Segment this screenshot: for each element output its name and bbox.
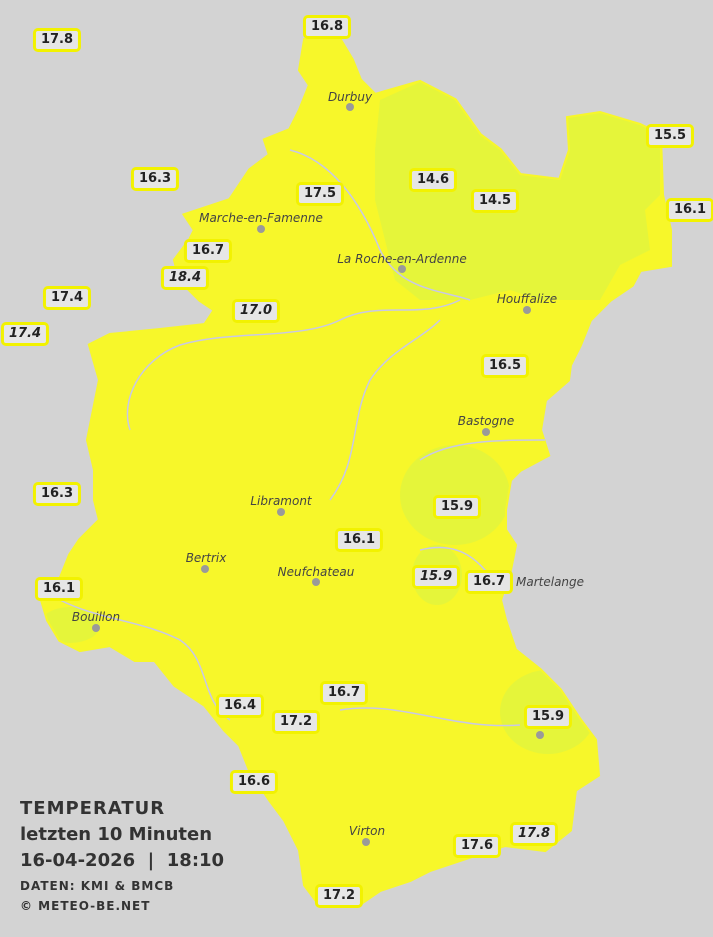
- legend-datetime: 16-04-2026 | 18:10: [20, 850, 225, 871]
- legend-subtitle: letzten 10 Minuten: [20, 824, 213, 845]
- town-label: Neufchateau: [277, 565, 355, 579]
- town-dot-virton: [362, 838, 370, 846]
- town-label: La Roche-en-Ardenne: [337, 252, 467, 266]
- legend-copyright: © METEO-BE.NET: [20, 899, 151, 913]
- station-temp: 18.4: [160, 266, 210, 290]
- town-label: Houffalize: [496, 292, 558, 306]
- station-temp: 16.1: [665, 198, 713, 222]
- station-temp: 15.9: [523, 705, 573, 729]
- town-dot-bouillon: [92, 624, 100, 632]
- town-dot-arlon: [536, 731, 544, 739]
- station-temp: 16.3: [130, 167, 180, 191]
- town-dot-marche: [257, 225, 265, 233]
- station-temp: 16.8: [302, 15, 352, 39]
- station-temp: 14.5: [470, 189, 520, 213]
- town-dot-bastogne: [482, 428, 490, 436]
- town-label: Durbuy: [327, 90, 373, 104]
- legend-title: TEMPERATUR: [20, 798, 166, 819]
- station-temp: 15.5: [645, 124, 695, 148]
- town-dot-la-roche: [398, 265, 406, 273]
- station-temp: 16.5: [480, 354, 530, 378]
- station-temp: 17.6: [452, 834, 502, 858]
- legend-source: DATEN: KMI & BMCB: [20, 879, 175, 893]
- town-dot-neufchateau: [312, 578, 320, 586]
- town-label: Bouillon: [71, 610, 121, 624]
- station-temp: 16.3: [32, 482, 82, 506]
- station-temp: 16.4: [215, 694, 265, 718]
- town-label: Libramont: [250, 494, 312, 508]
- station-temp: 16.7: [464, 570, 514, 594]
- station-temp: 16.1: [334, 528, 384, 552]
- town-dot-bertrix: [201, 565, 209, 573]
- station-temp: 16.7: [319, 681, 369, 705]
- town-label: Marche-en-Famenne: [199, 211, 323, 225]
- town-label: Martelange: [516, 575, 585, 589]
- station-temp: 17.0: [231, 299, 281, 323]
- station-temp: 15.9: [411, 565, 461, 589]
- rivers: [59, 149, 546, 727]
- station-temp: 16.1: [34, 577, 84, 601]
- station-temp: 15.9: [432, 495, 482, 519]
- station-temp: 17.2: [271, 710, 321, 734]
- station-temp: 14.6: [408, 168, 458, 192]
- town-label: Bertrix: [185, 551, 227, 565]
- station-temp: 16.6: [229, 770, 279, 794]
- station-temp: 17.8: [32, 28, 82, 52]
- station-temp: 17.4: [0, 322, 50, 346]
- station-temp: 17.5: [295, 182, 345, 206]
- station-temp: 16.7: [183, 239, 233, 263]
- town-label: Virton: [348, 824, 386, 838]
- town-dot-libramont: [277, 508, 285, 516]
- station-temp: 17.4: [42, 286, 92, 310]
- town-label: Bastogne: [457, 414, 515, 428]
- station-temp: 17.2: [314, 884, 364, 908]
- town-dot-houffalize: [523, 306, 531, 314]
- map-legend: TEMPERATUR letzten 10 Minuten 16-04-2026…: [20, 796, 224, 916]
- town-dot-durbuy: [346, 103, 354, 111]
- station-temp: 17.8: [509, 822, 559, 846]
